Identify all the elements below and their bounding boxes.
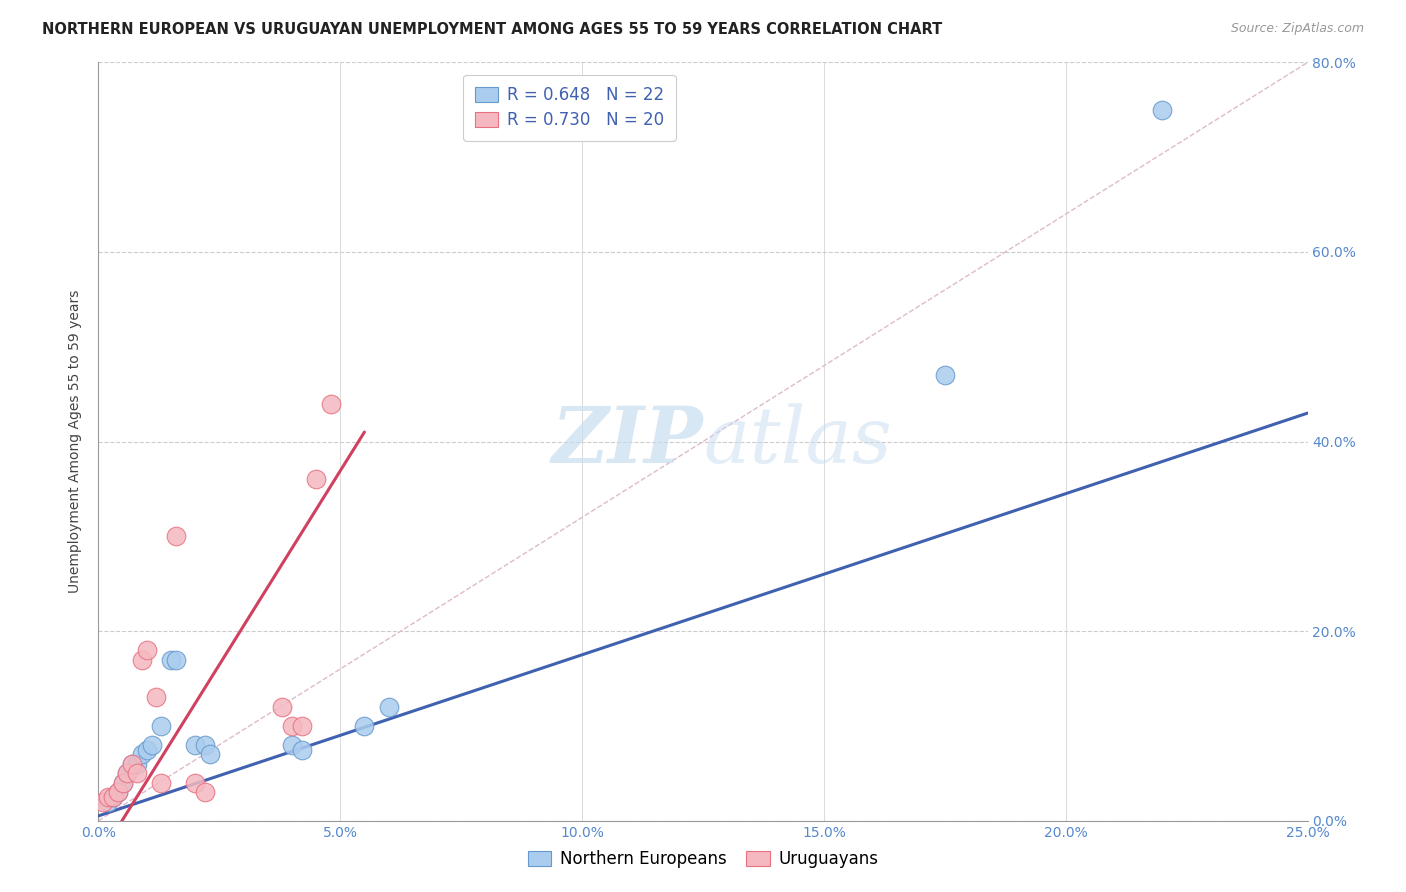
Point — [101, 789, 124, 804]
Point — [127, 756, 149, 771]
Point — [353, 719, 375, 733]
Point — [121, 756, 143, 771]
Point — [290, 719, 312, 733]
Y-axis label: Unemployment Among Ages 55 to 59 years: Unemployment Among Ages 55 to 59 years — [69, 290, 83, 593]
Point — [107, 785, 129, 799]
Point — [1152, 103, 1174, 117]
Point — [135, 742, 157, 756]
Point — [184, 738, 207, 752]
Point — [117, 766, 139, 780]
Point — [111, 776, 134, 790]
Legend: R = 0.648   N = 22, R = 0.730   N = 20: R = 0.648 N = 22, R = 0.730 N = 20 — [464, 75, 675, 141]
Point — [271, 699, 294, 714]
Point — [150, 776, 173, 790]
Text: NORTHERN EUROPEAN VS URUGUAYAN UNEMPLOYMENT AMONG AGES 55 TO 59 YEARS CORRELATIO: NORTHERN EUROPEAN VS URUGUAYAN UNEMPLOYM… — [42, 22, 942, 37]
Point — [194, 785, 217, 799]
Point — [165, 652, 187, 666]
Point — [121, 756, 143, 771]
Legend: Northern Europeans, Uruguayans: Northern Europeans, Uruguayans — [522, 844, 884, 875]
Text: ZIP: ZIP — [551, 403, 703, 480]
Point — [117, 766, 139, 780]
Point — [319, 396, 342, 410]
Text: Source: ZipAtlas.com: Source: ZipAtlas.com — [1230, 22, 1364, 36]
Point — [281, 738, 304, 752]
Point — [141, 738, 163, 752]
Point — [305, 473, 328, 487]
Point — [165, 529, 187, 543]
Point — [290, 742, 312, 756]
Point — [160, 652, 183, 666]
Point — [127, 766, 149, 780]
Point — [97, 795, 120, 809]
Point — [111, 776, 134, 790]
Text: atlas: atlas — [703, 403, 891, 480]
Point — [131, 652, 153, 666]
Point — [281, 719, 304, 733]
Point — [101, 789, 124, 804]
Point — [97, 789, 120, 804]
Point — [107, 785, 129, 799]
Point — [150, 719, 173, 733]
Point — [145, 690, 167, 705]
Point — [377, 699, 399, 714]
Point — [934, 368, 956, 383]
Point — [198, 747, 221, 762]
Point — [91, 795, 114, 809]
Point — [131, 747, 153, 762]
Point — [184, 776, 207, 790]
Point — [135, 643, 157, 657]
Point — [194, 738, 217, 752]
